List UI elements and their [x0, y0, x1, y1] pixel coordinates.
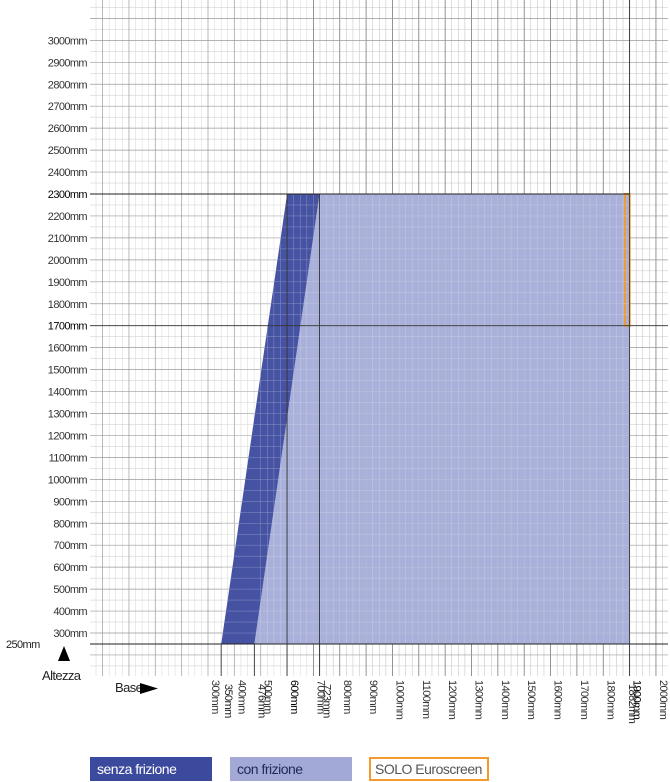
grid-overlay — [221, 193, 630, 645]
y-tick-label: 2100mm — [48, 233, 88, 245]
y-arrow-icon — [58, 646, 70, 661]
x-tick-label: 2000mm — [657, 680, 669, 720]
x-extra-label: 350mm — [222, 684, 234, 718]
y-tick-label: 2000mm — [48, 255, 88, 267]
legend-label-con-frizione: con frizione — [237, 761, 303, 777]
x-tick-label: 1200mm — [446, 680, 458, 720]
x-tick-label: 1900mm — [631, 680, 643, 720]
y-axis-title: Altezza — [42, 668, 82, 683]
y-tick-label: 400mm — [53, 606, 87, 618]
y-tick-label: 2900mm — [48, 57, 88, 69]
y-tick-label: 900mm — [53, 496, 87, 508]
y-tick-label: 1100mm — [49, 452, 88, 464]
x-tick-label: 300mm — [209, 680, 221, 714]
y-tick-label: 700mm — [53, 540, 87, 552]
x-tick-labels: 300mm 400mm 500mm 600mm 700mm 800mm 900mm 1000m… — [209, 680, 669, 724]
y-tick-label: 1400mm — [48, 387, 88, 399]
y-tick-label: 2700mm — [48, 101, 88, 113]
x-tick-label: 1400mm — [499, 680, 511, 720]
x-tick-label: 1000mm — [393, 680, 405, 720]
x-tick-label: 700mm — [314, 680, 326, 714]
y-tick-label: 600mm — [53, 562, 87, 574]
y-tick-label: 1600mm — [48, 343, 88, 355]
series-con-frizione-area — [254, 194, 630, 644]
y-tick-label: 1200mm — [48, 430, 88, 442]
x-tick-label: 1300mm — [473, 680, 485, 720]
y-tick-label: 1300mm — [48, 409, 88, 421]
x-tick-label: 600mm — [288, 680, 300, 714]
y-tick-label: 1900mm — [48, 277, 88, 289]
reference-lines — [90, 0, 668, 676]
y-tick-label: 1800mm — [48, 299, 88, 311]
y-tick-label: 1000mm — [48, 474, 88, 486]
y-extra-label: 250mm — [6, 639, 40, 651]
legend-solo-euroscreen: SOLO Euroscreen — [369, 757, 489, 781]
y-tick-label: 300mm — [53, 628, 87, 640]
legend-label-solo-euroscreen: SOLO Euroscreen — [375, 761, 482, 777]
y-tick-label: 2200mm — [48, 211, 88, 223]
y-tick-label: 2500mm — [48, 145, 88, 157]
y-tick-label: 2400mm — [48, 167, 88, 179]
legend-label-senza-frizione: senza frizione — [97, 761, 177, 777]
x-tick-label: 900mm — [367, 680, 379, 714]
x-tick-label: 500mm — [262, 680, 274, 714]
y-tick-label: 2800mm — [48, 79, 88, 91]
x-tick-label: 1600mm — [552, 680, 564, 720]
x-axis-title: Base — [115, 680, 143, 695]
legend-senza-frizione: senza frizione — [90, 757, 212, 781]
x-tick-label: 1700mm — [578, 680, 590, 720]
y-tick-label: 1500mm — [48, 365, 88, 377]
x-tick-label: 400mm — [235, 680, 247, 714]
x-arrow-icon — [140, 683, 158, 694]
x-extra-label: 476mm — [255, 684, 267, 718]
y-tick-label: 500mm — [53, 584, 87, 596]
x-tick-label: 800mm — [341, 680, 353, 714]
series-senza-frizione-area — [221, 194, 320, 644]
y-tick-label: 2300mm — [48, 189, 88, 201]
y-tick-label: 1700mm — [48, 321, 88, 333]
x-extra-label: 1882mm — [626, 684, 638, 724]
x-extra-label: 723mm — [320, 684, 332, 718]
y-tick-labels: 300mm 400mm 500mm 600mm 700mm 800mm 900mm 1000m… — [48, 35, 88, 640]
y-tick-label: 2600mm — [48, 123, 88, 135]
x-tick-label: 1800mm — [604, 680, 616, 720]
x-tick-label: 1500mm — [525, 680, 537, 720]
y-tick-label: 800mm — [53, 518, 87, 530]
y-tick-label: 3000mm — [48, 35, 88, 47]
legend-con-frizione: con frizione — [230, 757, 352, 781]
x-tick-label: 1100mm — [420, 680, 432, 719]
